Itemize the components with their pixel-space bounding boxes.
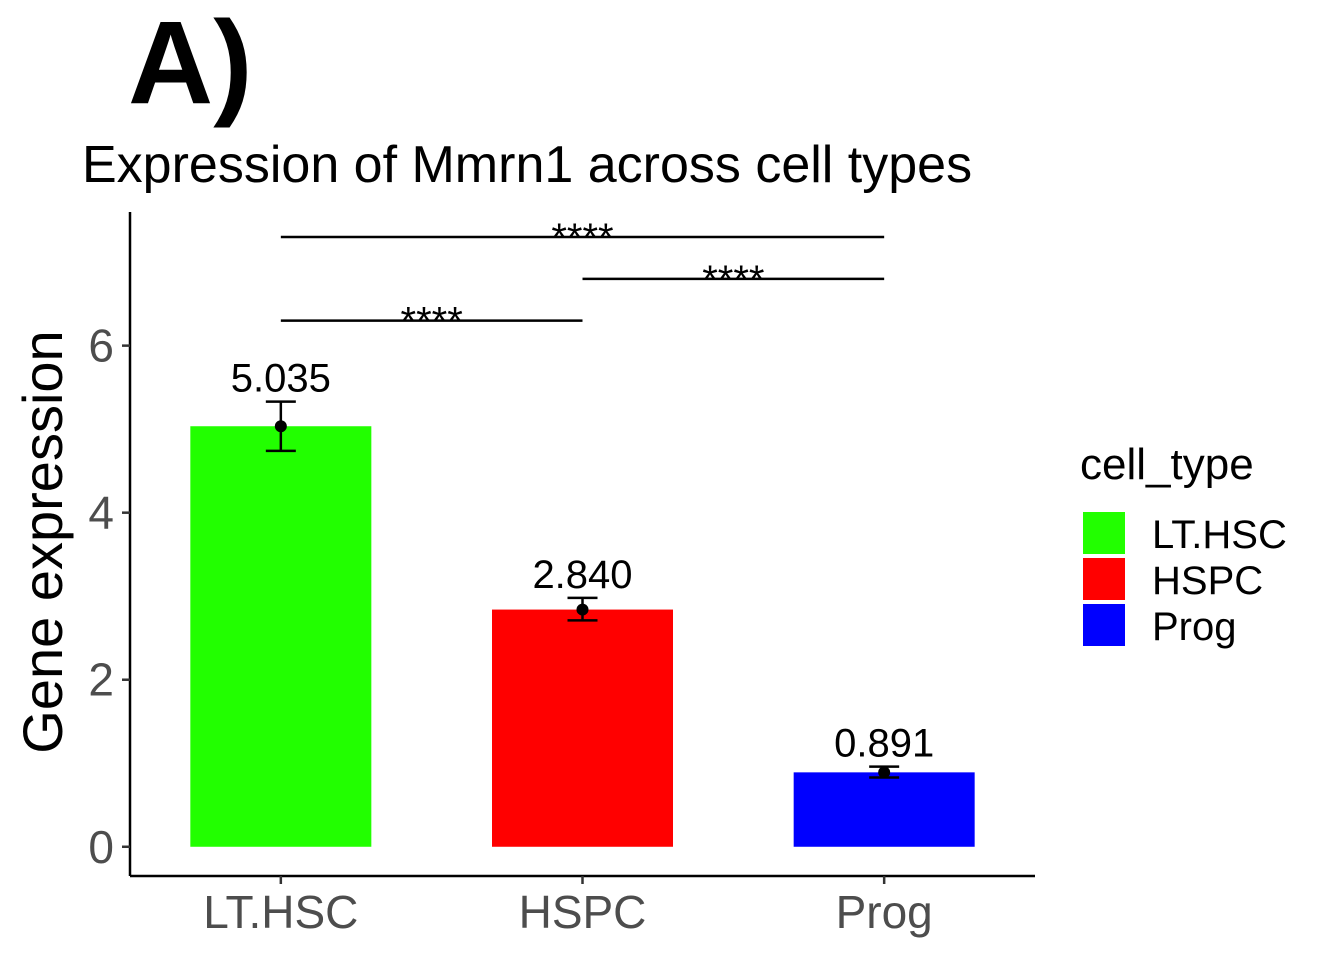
y-tick-label: 0 [88,821,114,873]
panel-label: A) [128,0,253,129]
data-label: 0.891 [834,722,934,766]
legend-label: Prog [1152,605,1237,649]
y-axis-label: Gene expression [11,330,74,753]
y-tick-label: 2 [88,654,114,706]
significance-label: **** [551,216,613,260]
x-tick-label: HSPC [519,886,647,938]
y-tick-label: 4 [88,487,114,539]
chart-title: Expression of Mmrn1 across cell types [82,136,972,194]
bar-prog [793,772,975,847]
bar-lt-hsc [190,426,372,847]
y-tick-label: 6 [88,320,114,372]
data-label: 2.840 [532,553,632,597]
legend-key-prog [1083,604,1125,646]
data-label: 5.035 [231,357,331,401]
significance-label: **** [401,300,463,344]
legend-label: LT.HSC [1152,513,1287,557]
mean-point [274,420,287,433]
plot-area: 5.035 2.840 0.891 **** **** **** 0 2 4 6 LT.HSC HSP… [88,212,1035,938]
legend-key-lt-hsc [1083,512,1125,554]
legend-key-hspc [1083,558,1125,600]
mean-point [576,603,589,616]
x-tick-label: Prog [836,886,933,938]
x-tick-label: LT.HSC [203,886,358,938]
bar-hspc [492,609,673,847]
significance-label: **** [702,258,764,302]
legend-title: cell_type [1080,440,1254,489]
legend-label: HSPC [1152,559,1263,603]
mean-point [878,766,891,779]
